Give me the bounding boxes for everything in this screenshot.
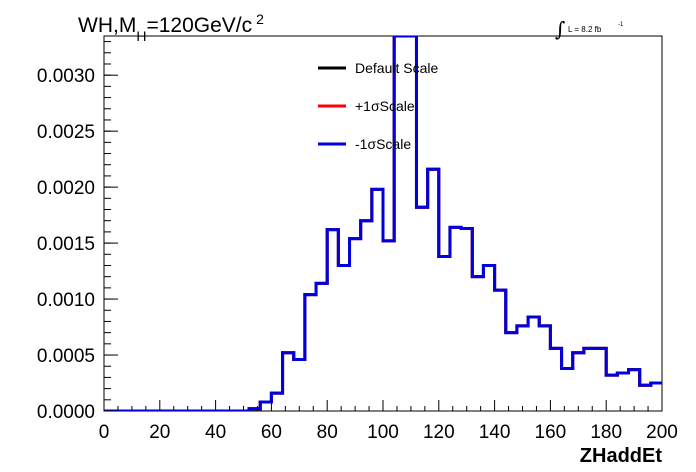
lumi-text: L = 8.2 fb [568, 25, 602, 34]
x-tick-label: 120 [423, 422, 455, 443]
x-tick-label: 40 [205, 422, 226, 443]
y-tick-label: 0.0000 [37, 402, 95, 423]
series-group [104, 36, 662, 411]
lumi-annotation: ∫ L = 8.2 fb -1 [555, 17, 624, 41]
x-axis-label: ZHaddEt [580, 445, 663, 467]
legend: Default Scale +1σScale -1σScale [318, 60, 438, 152]
chart-title-suffix: =120GeV/c [146, 14, 252, 37]
x-tick-label: 20 [149, 422, 170, 443]
y-tick-label: 0.0010 [37, 290, 95, 311]
chart-title: WH,MH=120GeV/c 2 [78, 11, 264, 44]
x-tick-label: 80 [317, 422, 338, 443]
x-axis: 0 20 40 60 80 100 120 140 160 180 200 [99, 400, 678, 443]
chart-title-prefix: WH,M [78, 14, 136, 37]
y-tick-label: 0.0030 [37, 66, 95, 87]
legend-label: -1σScale [355, 136, 411, 152]
y-tick-label: 0.0020 [37, 178, 95, 199]
y-tick-label: 0.0025 [37, 122, 95, 143]
chart-title-superscript: 2 [256, 11, 264, 27]
x-tick-label: 140 [479, 422, 511, 443]
y-tick-label: 0.0015 [37, 234, 95, 255]
y-axis: 0.0000 0.0005 0.0010 0.0015 0.0020 0.0025 0.00… [37, 41, 118, 423]
legend-label: +1σScale [355, 98, 415, 114]
x-tick-label: 160 [535, 422, 567, 443]
x-tick-label: 200 [646, 422, 678, 443]
x-tick-label: 60 [261, 422, 282, 443]
x-tick-label: 180 [590, 422, 622, 443]
lumi-superscript: -1 [618, 22, 624, 28]
y-tick-label: 0.0005 [37, 346, 95, 367]
lumi-integral-sign: ∫ [555, 17, 565, 41]
legend-label: Default Scale [355, 60, 438, 76]
x-tick-label: 100 [367, 422, 399, 443]
x-tick-label: 0 [99, 422, 110, 443]
series-line [104, 36, 662, 411]
